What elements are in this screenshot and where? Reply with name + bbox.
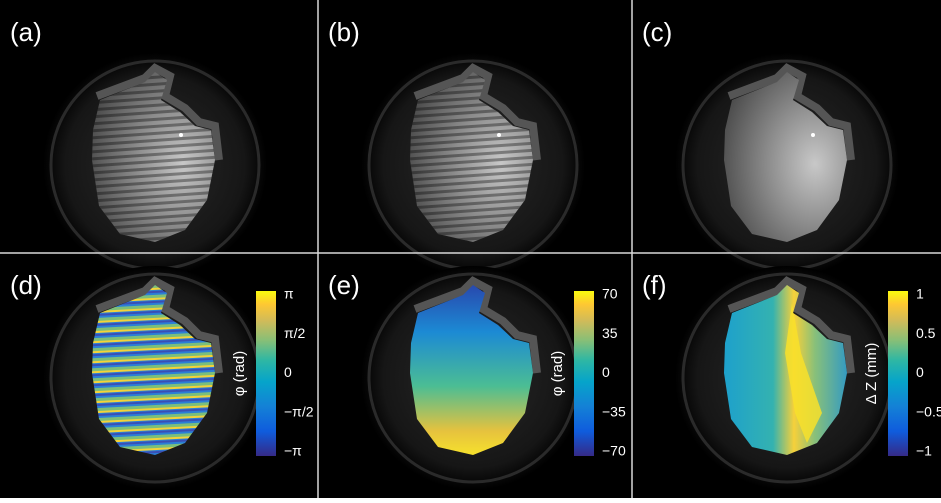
colorbar (888, 291, 908, 456)
colorbar-tick-label: π/2 (284, 325, 306, 341)
colorbar-tick-label: 35 (602, 325, 618, 341)
colorbar-tick-label: 0.5 (916, 325, 936, 341)
figure: (a) (b) (c) (d) π π/2 0 −π/2 −π φ (rad) (e) 70 35 0 −3… (0, 0, 941, 498)
colorbar-tick-label: −0.5 (916, 403, 941, 419)
panel-label: (e) (328, 270, 360, 300)
hotspot (497, 133, 501, 137)
panel-label: (d) (10, 270, 42, 300)
colorbar-tick-label: 0 (284, 364, 292, 380)
colorbar (574, 291, 594, 456)
colorbar-tick-label: −1 (916, 443, 932, 459)
colorbar-tick-label: 1 (916, 286, 924, 302)
panel-label: (f) (642, 270, 667, 300)
colorbar-tick-label: −35 (602, 403, 626, 419)
colorbar-tick-label: −π/2 (284, 403, 314, 419)
colorbar-title: Δ Z (mm) (863, 343, 880, 405)
panel-label: (c) (642, 17, 672, 47)
colorbar-title: φ (rad) (549, 351, 566, 397)
colorbar-tick-label: 70 (602, 286, 618, 302)
hotspot (179, 133, 183, 137)
colorbar-tick-label: −70 (602, 443, 626, 459)
panel-label: (b) (328, 17, 360, 47)
panel-label: (a) (10, 17, 42, 47)
colorbar-tick-label: −π (284, 443, 302, 459)
colorbar (256, 291, 276, 456)
colorbar-title: φ (rad) (231, 351, 248, 397)
colorbar-tick-label: 0 (916, 364, 924, 380)
colorbar-tick-label: 0 (602, 364, 610, 380)
colorbar-tick-label: π (284, 286, 294, 302)
hotspot (811, 133, 815, 137)
